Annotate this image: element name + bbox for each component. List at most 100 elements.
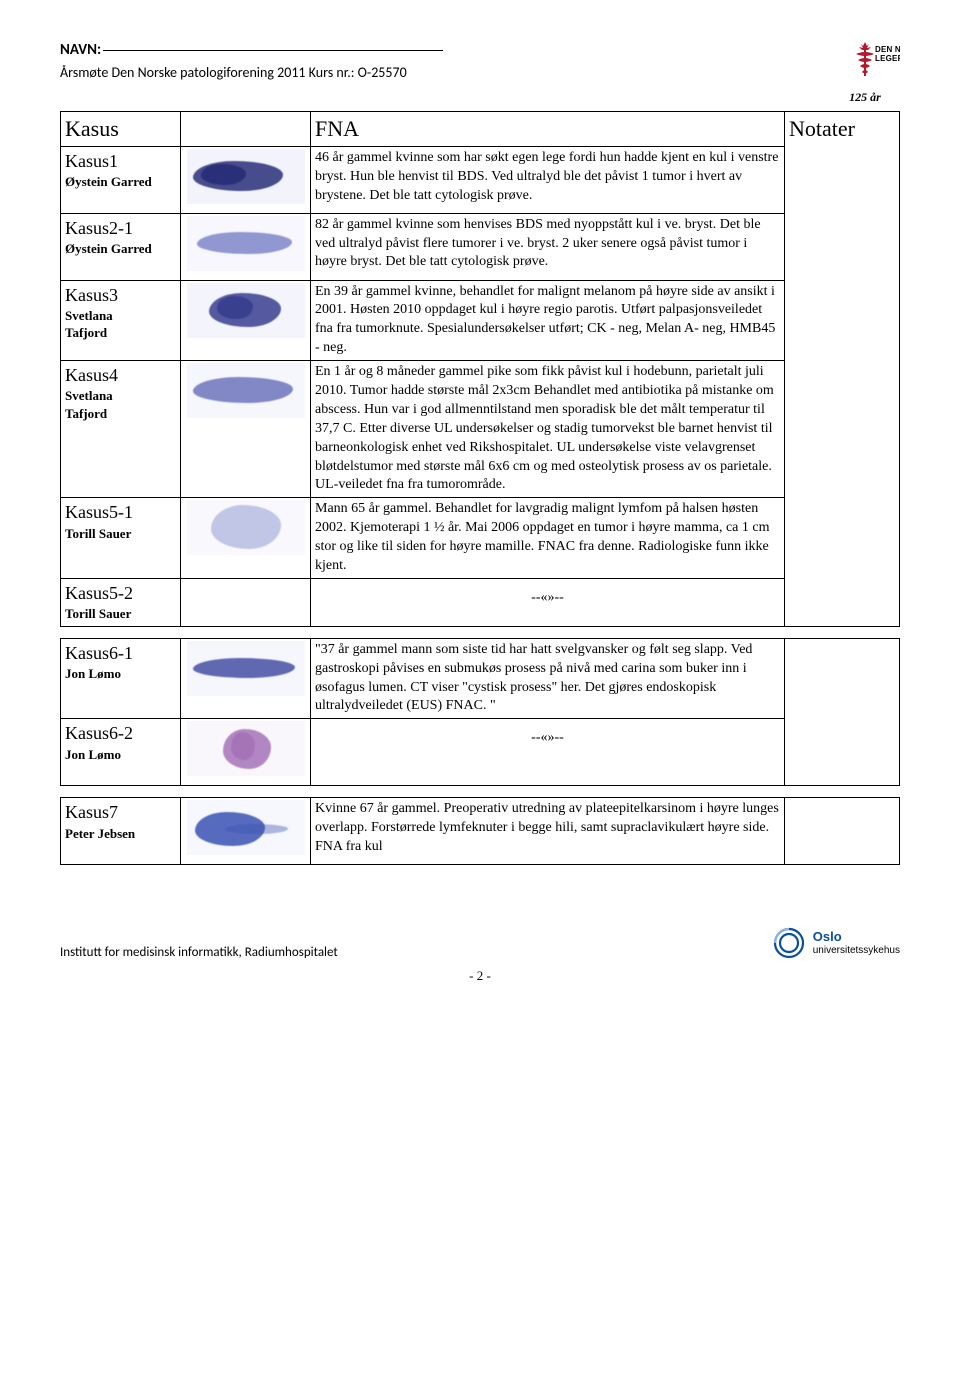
footer-left-block: Institutt for medisinsk informatikk, Rad… — [60, 944, 338, 962]
desc-cell: "37 år gammel mann som siste tid har hat… — [311, 638, 785, 719]
desc-cell: En 39 år gammel kvinne, behandlet for ma… — [311, 280, 785, 361]
table-row: Kasus1Øystein Garred 46 år gammel kvinne… — [61, 146, 900, 213]
thumb-cell — [181, 361, 311, 498]
group-spacer — [61, 786, 900, 798]
case-cell: Kasus7Peter Jebsen — [61, 798, 181, 865]
slide-thumbnail — [187, 641, 305, 696]
case-description: En 1 år og 8 måneder gammel pike som fik… — [315, 363, 780, 495]
case-description: "37 år gammel mann som siste tid har hat… — [315, 641, 780, 717]
name-field-line: NAVN: — [60, 40, 443, 60]
slide-thumbnail — [187, 149, 305, 204]
hospital-name-2: universitetssykehus — [813, 945, 900, 957]
case-author: Øystein Garred — [65, 173, 176, 191]
case-cell: Kasus2-1Øystein Garred — [61, 213, 181, 280]
table-row: Kasus6-1Jon Lømo "37 år gammel mann som … — [61, 638, 900, 719]
slide-thumbnail — [187, 216, 305, 271]
case-cell: Kasus6-1Jon Lømo — [61, 638, 181, 719]
table-row: Kasus2-1Øystein Garred 82 år gammel kvin… — [61, 213, 900, 280]
thumb-cell — [181, 280, 311, 361]
slide-thumbnail — [187, 363, 305, 418]
case-cell: Kasus1Øystein Garred — [61, 146, 181, 213]
desc-cell: Kvinne 67 år gammel. Preoperativ utredni… — [311, 798, 785, 865]
col-header-fna: FNA — [311, 112, 785, 147]
col-header-image — [181, 112, 311, 147]
logo-text-top: DEN NORSKE — [875, 45, 900, 54]
case-cell: Kasus3SvetlanaTafjord — [61, 280, 181, 361]
table-row: Kasus4SvetlanaTafjord En 1 år og 8 måned… — [61, 361, 900, 498]
case-id: Kasus6-2 — [65, 721, 176, 745]
desc-cell: --«»-- — [311, 719, 785, 786]
desc-cell: 82 år gammel kvinne som henvises BDS med… — [311, 213, 785, 280]
case-ditto: --«»-- — [315, 721, 780, 764]
case-author: Jon Lømo — [65, 665, 176, 683]
cases-table: Kasus FNA Notater Kasus1Øystein Garred 4… — [60, 111, 900, 865]
thumb-cell — [181, 213, 311, 280]
case-ditto: --«»-- — [315, 581, 780, 624]
table-row: Kasus6-2Jon Lømo --«»-- — [61, 719, 900, 786]
footer-institute: Institutt for medisinsk informatikk, Rad… — [60, 944, 338, 962]
case-author: Tafjord — [65, 405, 176, 423]
desc-cell: 46 år gammel kvinne som har søkt egen le… — [311, 146, 785, 213]
case-description: Mann 65 år gammel. Behandlet for lavgrad… — [315, 500, 780, 576]
header-left: NAVN: Årsmøte Den Norske patologiforenin… — [60, 40, 443, 101]
desc-cell: Mann 65 år gammel. Behandlet for lavgrad… — [311, 498, 785, 579]
case-author: Torill Sauer — [65, 605, 176, 623]
logo-text-bottom: LEGEFORENING — [875, 54, 900, 63]
case-author: Jon Lømo — [65, 746, 176, 764]
case-id: Kasus4 — [65, 363, 176, 387]
slide-thumbnail — [187, 283, 305, 338]
col-header-notater: Notater — [785, 112, 900, 627]
case-description: En 39 år gammel kvinne, behandlet for ma… — [315, 283, 780, 359]
table-row: Kasus5-1Torill Sauer Mann 65 år gammel. … — [61, 498, 900, 579]
page-header: NAVN: Årsmøte Den Norske patologiforenin… — [60, 40, 900, 105]
table-row: Kasus3SvetlanaTafjord En 39 år gammel kv… — [61, 280, 900, 361]
hospital-logo-icon — [771, 925, 807, 961]
case-id: Kasus7 — [65, 800, 176, 824]
page-number: - 2 - — [60, 967, 900, 985]
desc-cell: --«»-- — [311, 578, 785, 626]
hospital-logo: Oslo universitetssykehus — [771, 925, 900, 961]
case-description: 82 år gammel kvinne som henvises BDS med… — [315, 216, 780, 273]
notes-cell — [785, 638, 900, 785]
case-author: Svetlana — [65, 387, 176, 405]
case-author: Torill Sauer — [65, 525, 176, 543]
thumb-cell — [181, 798, 311, 865]
table-row: Kasus7Peter Jebsen Kvinne 67 år gammel. … — [61, 798, 900, 865]
hospital-logo-text: Oslo universitetssykehus — [813, 930, 900, 956]
name-blank-line — [103, 50, 443, 51]
case-description: Kvinne 67 år gammel. Preoperativ utredni… — [315, 800, 780, 857]
case-description: 46 år gammel kvinne som har søkt egen le… — [315, 149, 780, 206]
thumb-cell — [181, 719, 311, 786]
case-author: Tafjord — [65, 324, 176, 342]
case-id: Kasus6-1 — [65, 641, 176, 665]
case-id: Kasus2-1 — [65, 216, 176, 240]
case-cell: Kasus5-2Torill Sauer — [61, 578, 181, 626]
case-cell: Kasus6-2Jon Lømo — [61, 719, 181, 786]
case-id: Kasus3 — [65, 283, 176, 307]
case-id: Kasus1 — [65, 149, 176, 173]
case-id: Kasus5-2 — [65, 581, 176, 605]
case-author: Svetlana — [65, 307, 176, 325]
thumb-cell — [181, 638, 311, 719]
page-footer: Institutt for medisinsk informatikk, Rad… — [60, 925, 900, 961]
slide-thumbnail — [187, 721, 305, 776]
case-id: Kasus5-1 — [65, 500, 176, 524]
org-logo: DEN NORSKE LEGEFORENING 125 år — [830, 40, 900, 105]
snake-staff-icon: DEN NORSKE LEGEFORENING — [830, 40, 900, 80]
course-subtitle: Årsmøte Den Norske patologiforening 2011… — [60, 64, 443, 83]
case-cell: Kasus4SvetlanaTafjord — [61, 361, 181, 498]
slide-thumbnail — [187, 500, 305, 555]
hospital-name-1: Oslo — [813, 930, 900, 945]
col-header-kasus: Kasus — [61, 112, 181, 147]
table-row: Kasus5-2Torill Sauer --«»-- — [61, 578, 900, 626]
name-label: NAVN: — [60, 41, 101, 59]
thumb-cell — [181, 578, 311, 626]
logo-anniversary: 125 år — [830, 89, 900, 105]
group-spacer — [61, 626, 900, 638]
desc-cell: En 1 år og 8 måneder gammel pike som fik… — [311, 361, 785, 498]
case-cell: Kasus5-1Torill Sauer — [61, 498, 181, 579]
case-author: Peter Jebsen — [65, 825, 176, 843]
case-author: Øystein Garred — [65, 240, 176, 258]
notes-cell — [785, 798, 900, 865]
table-header-row: Kasus FNA Notater — [61, 112, 900, 147]
